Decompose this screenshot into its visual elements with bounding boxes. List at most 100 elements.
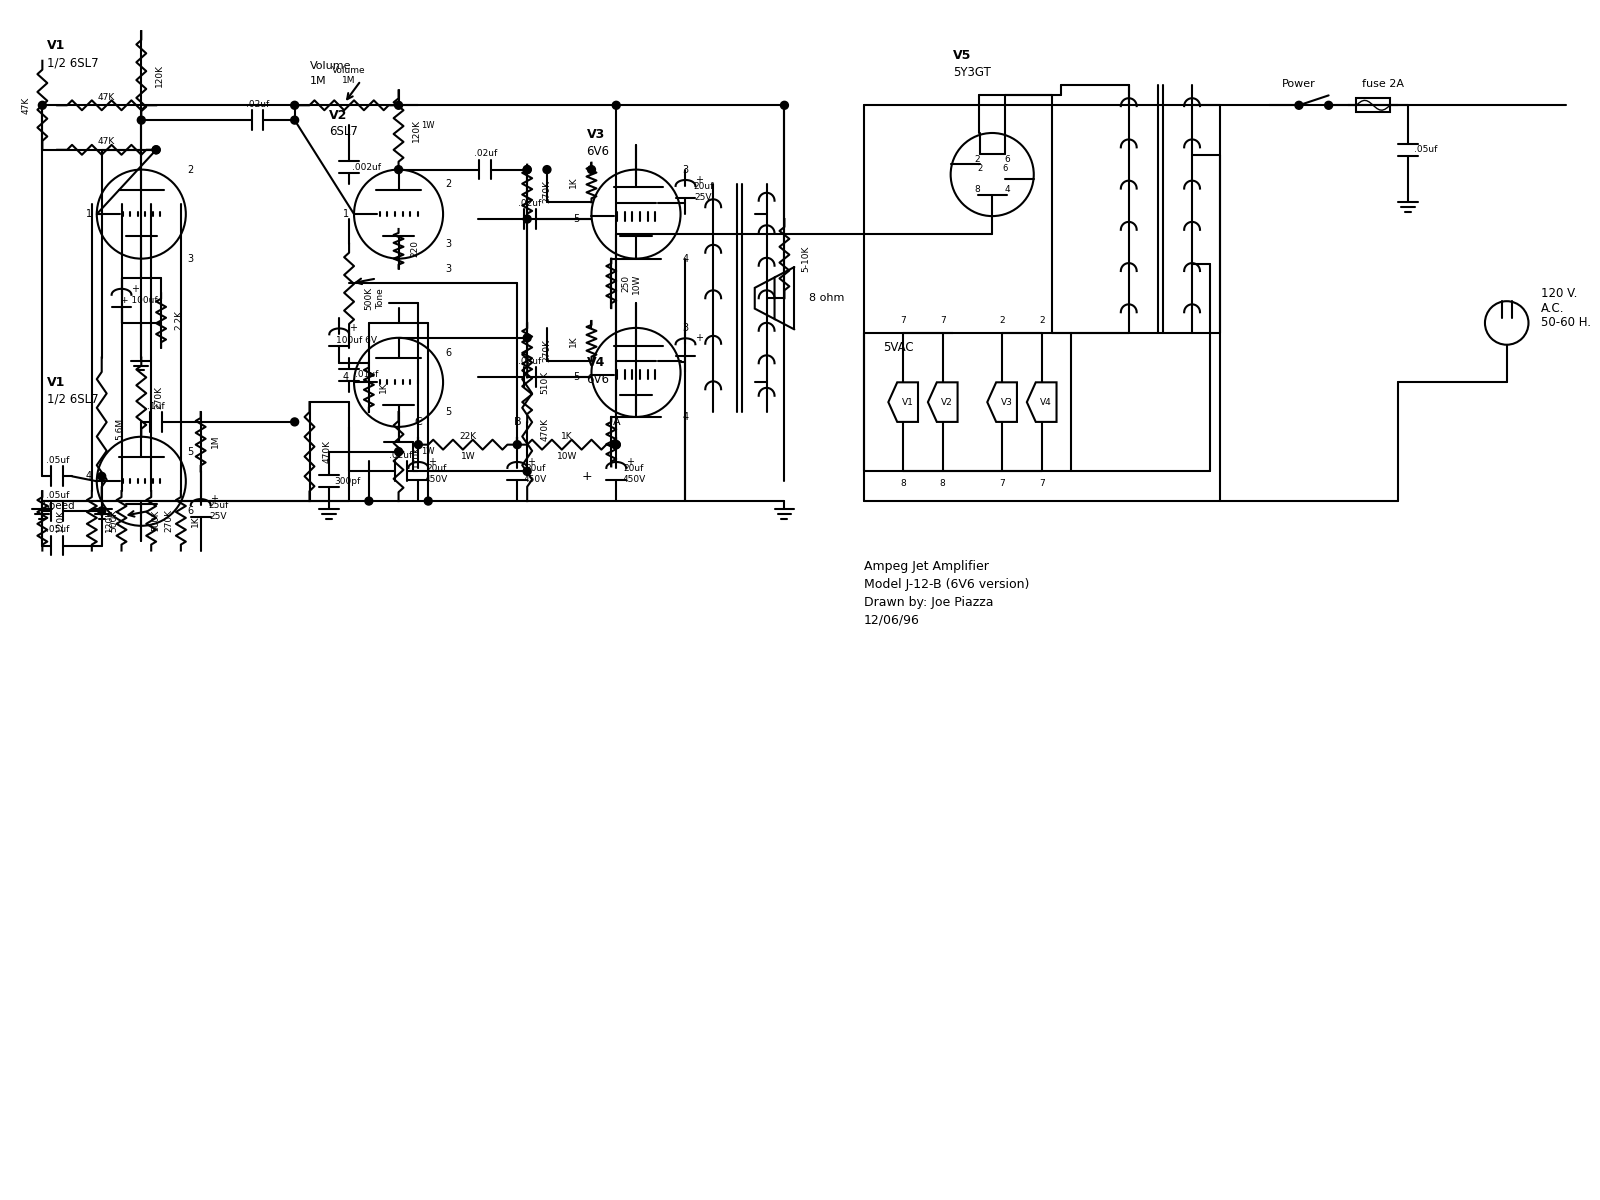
Text: 6: 6 <box>1005 155 1010 164</box>
Text: 47K: 47K <box>98 92 115 102</box>
Text: 1K: 1K <box>379 382 389 394</box>
Text: 3: 3 <box>187 253 194 264</box>
Circle shape <box>781 101 789 109</box>
Text: 7: 7 <box>939 317 946 325</box>
Text: 6: 6 <box>1002 164 1008 173</box>
Text: .02uf: .02uf <box>518 199 541 208</box>
Text: 220: 220 <box>410 240 419 257</box>
Circle shape <box>424 497 432 505</box>
Text: + 100uf: + 100uf <box>122 296 158 305</box>
Circle shape <box>523 215 531 223</box>
Circle shape <box>395 166 403 174</box>
Text: 2: 2 <box>1000 317 1005 325</box>
Text: 5: 5 <box>187 446 194 456</box>
Text: 20uf
450V: 20uf 450V <box>424 464 448 484</box>
Text: 6: 6 <box>445 348 451 358</box>
Text: 1K: 1K <box>570 335 578 347</box>
Text: 12/06/96: 12/06/96 <box>864 614 920 626</box>
Circle shape <box>138 116 146 124</box>
Text: 4: 4 <box>1005 185 1010 194</box>
Text: +: + <box>429 457 437 467</box>
Text: +: + <box>349 324 357 334</box>
Text: 6V6: 6V6 <box>587 145 610 158</box>
Text: .02uf: .02uf <box>474 149 496 158</box>
Text: 2: 2 <box>974 155 981 164</box>
Text: +: + <box>131 284 139 294</box>
Circle shape <box>38 101 46 109</box>
Text: .1uf: .1uf <box>147 402 165 410</box>
Text: 250
10W: 250 10W <box>621 274 640 294</box>
Text: 4: 4 <box>342 372 349 383</box>
Text: 470K: 470K <box>541 418 549 440</box>
Text: 7: 7 <box>1038 479 1045 487</box>
Text: 500K: 500K <box>152 510 160 532</box>
Text: +: + <box>696 334 704 343</box>
Circle shape <box>613 440 621 449</box>
Text: 5VAC: 5VAC <box>883 341 914 354</box>
Text: Drawn by: Joe Piazza: Drawn by: Joe Piazza <box>864 596 994 610</box>
Text: Ampeg Jet Amplifier: Ampeg Jet Amplifier <box>864 560 989 574</box>
Text: 3: 3 <box>683 164 688 174</box>
Text: +: + <box>526 457 534 467</box>
Text: 5: 5 <box>573 372 579 383</box>
Circle shape <box>514 440 522 449</box>
Text: V2: V2 <box>941 397 954 407</box>
Circle shape <box>291 101 299 109</box>
Text: 1K: 1K <box>562 432 573 442</box>
Text: 6V6: 6V6 <box>587 373 610 386</box>
Text: Volume
1M: Volume 1M <box>333 66 366 85</box>
Text: .05uf: .05uf <box>45 526 69 534</box>
Text: 7: 7 <box>1000 479 1005 487</box>
Text: Power: Power <box>1282 78 1315 89</box>
Text: C: C <box>414 416 422 427</box>
Circle shape <box>613 440 621 449</box>
Text: V3: V3 <box>1000 397 1013 407</box>
Text: 2: 2 <box>1038 317 1045 325</box>
Text: 8: 8 <box>901 479 906 487</box>
Text: 270K: 270K <box>542 338 552 361</box>
Text: 120K: 120K <box>411 119 421 142</box>
Text: 2.2K: 2.2K <box>174 311 184 330</box>
Text: .02uf: .02uf <box>246 100 269 109</box>
Text: V1: V1 <box>902 397 914 407</box>
Text: .01uf: .01uf <box>355 371 379 379</box>
Text: 5.6M: 5.6M <box>115 419 125 440</box>
Text: .05uf: .05uf <box>1414 145 1437 155</box>
Text: 120K: 120K <box>56 509 64 533</box>
Text: A.C.: A.C. <box>1541 301 1565 314</box>
Text: 8: 8 <box>974 185 981 194</box>
Circle shape <box>523 468 531 475</box>
Text: +: + <box>626 457 634 467</box>
Circle shape <box>613 101 621 109</box>
Circle shape <box>152 146 160 154</box>
Text: 270K: 270K <box>155 385 163 409</box>
Text: 5Y3GT: 5Y3GT <box>952 66 990 79</box>
Circle shape <box>1325 101 1333 109</box>
Text: 270K: 270K <box>165 509 173 533</box>
Text: 4: 4 <box>683 412 688 422</box>
Circle shape <box>523 166 531 174</box>
Circle shape <box>587 166 595 174</box>
Text: 500K: 500K <box>109 509 118 533</box>
Text: 6: 6 <box>187 506 194 516</box>
Text: V1: V1 <box>48 376 66 389</box>
Text: 1W: 1W <box>421 448 435 456</box>
Text: 10W: 10W <box>557 452 578 461</box>
Circle shape <box>523 166 531 174</box>
Text: 47K: 47K <box>22 97 30 114</box>
Text: A: A <box>613 416 621 427</box>
Text: V1: V1 <box>48 40 66 53</box>
Text: 50-60 H.: 50-60 H. <box>1541 317 1592 330</box>
Circle shape <box>98 506 106 515</box>
Text: .05uf: .05uf <box>45 456 69 464</box>
Text: 8: 8 <box>939 479 946 487</box>
Text: Tone: Tone <box>376 288 386 308</box>
Text: 510K: 510K <box>541 371 549 394</box>
Text: V5: V5 <box>952 49 971 62</box>
Text: Volume: Volume <box>309 61 350 71</box>
Text: 1W: 1W <box>421 120 435 130</box>
Text: 470K: 470K <box>323 440 331 463</box>
Circle shape <box>291 116 299 124</box>
Text: +: + <box>696 175 704 185</box>
Circle shape <box>542 166 550 174</box>
